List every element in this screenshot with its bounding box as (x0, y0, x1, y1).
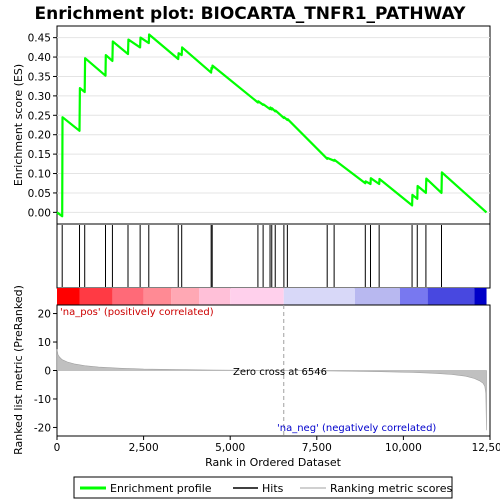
top-panel: 0.00 0.05 0.10 0.15 0.20 0.25 0.30 0.35 0.40 0.45… (12, 25, 491, 225)
ranking-metric-scores-area (56, 349, 487, 431)
bottom-y-tick-label: -10 (34, 394, 51, 406)
color-bar-segment (199, 288, 231, 305)
x-tick-label: 7,500 (302, 442, 332, 454)
top-panel-frame (56, 25, 491, 225)
hits-panel-frame (56, 223, 491, 289)
ranking-color-bar (57, 288, 487, 305)
x-axis: 0 2,500 5,000 7,500 10,000 12,500 (54, 436, 500, 454)
chart-title: Enrichment plot: BIOCARTA_TNFR1_PATHWAY (35, 4, 467, 24)
bottom-y-ticks: 20 10 0 -10 -20 (34, 309, 57, 434)
ranking-metric-area (56, 349, 487, 431)
x-axis-label: Rank in Ordered Dataset (205, 456, 342, 469)
pos-correlated-label: 'na_pos' (positively correlated) (60, 307, 214, 318)
top-y-tick-label: 0.00 (28, 207, 51, 219)
legend-enrichment-label: Enrichment profile (110, 482, 212, 495)
bottom-y-tick-label: 10 (38, 337, 51, 349)
legend-box (73, 476, 453, 499)
x-tick-label: 10,000 (385, 442, 422, 454)
zero-cross-label: Zero cross at 6546 (233, 367, 327, 378)
top-y-tick-label: 0.10 (28, 169, 51, 181)
color-bar-segment (79, 288, 113, 305)
color-bar-segment (399, 288, 428, 305)
hits-panel (56, 223, 491, 289)
enrichment-profile-line (56, 33, 488, 218)
bottom-y-axis-label: Ranked list metric (PreRanked) (12, 285, 25, 455)
top-y-ticks: 0.00 0.05 0.10 0.15 0.20 0.25 0.30 0.35 0.40 0.45 (28, 33, 57, 219)
legend-metric-label: Ranking metric scores (330, 482, 452, 495)
legend-hits-label: Hits (262, 482, 284, 495)
color-bar-segment (474, 288, 487, 305)
top-y-tick-label: 0.15 (28, 149, 51, 161)
legend: Enrichment profile Hits Ranking metric s… (73, 476, 453, 499)
top-y-axis-label: Enrichment score (ES) (12, 64, 25, 186)
top-y-tick-label: 0.30 (28, 91, 51, 103)
x-tick-label: 2,500 (129, 442, 159, 454)
x-tick-label: 12,500 (472, 442, 500, 454)
color-bar-segment (112, 288, 144, 305)
top-y-tick-label: 0.20 (28, 130, 51, 142)
top-y-tick-label: 0.40 (28, 52, 51, 64)
neg-correlated-label: 'na_neg' (negatively correlated) (277, 423, 436, 434)
top-grid (57, 37, 490, 213)
enrichment-profile-path (56, 33, 488, 218)
color-bar-segment (283, 288, 355, 305)
color-bar-segment (171, 288, 200, 305)
color-bar-segment (427, 288, 475, 305)
bottom-y-tick-label: -20 (34, 422, 51, 434)
color-bar-segment (143, 288, 172, 305)
top-y-tick-label: 0.45 (28, 33, 51, 45)
color-bar-segment (354, 288, 400, 305)
top-y-tick-label: 0.35 (28, 71, 51, 83)
bottom-y-tick-label: 0 (44, 366, 51, 378)
top-y-tick-label: 0.05 (28, 188, 51, 200)
color-bar-segment (230, 288, 284, 305)
bottom-panel: 20 10 0 -10 -20 'na_pos' (positively correla… (12, 285, 491, 455)
bottom-y-tick-label: 20 (38, 309, 51, 321)
top-y-tick-label: 0.25 (28, 110, 51, 122)
x-tick-label: 0 (54, 442, 61, 454)
hit-marks (61, 225, 443, 287)
color-bar-segment (57, 288, 80, 305)
x-tick-label: 5,000 (215, 442, 245, 454)
